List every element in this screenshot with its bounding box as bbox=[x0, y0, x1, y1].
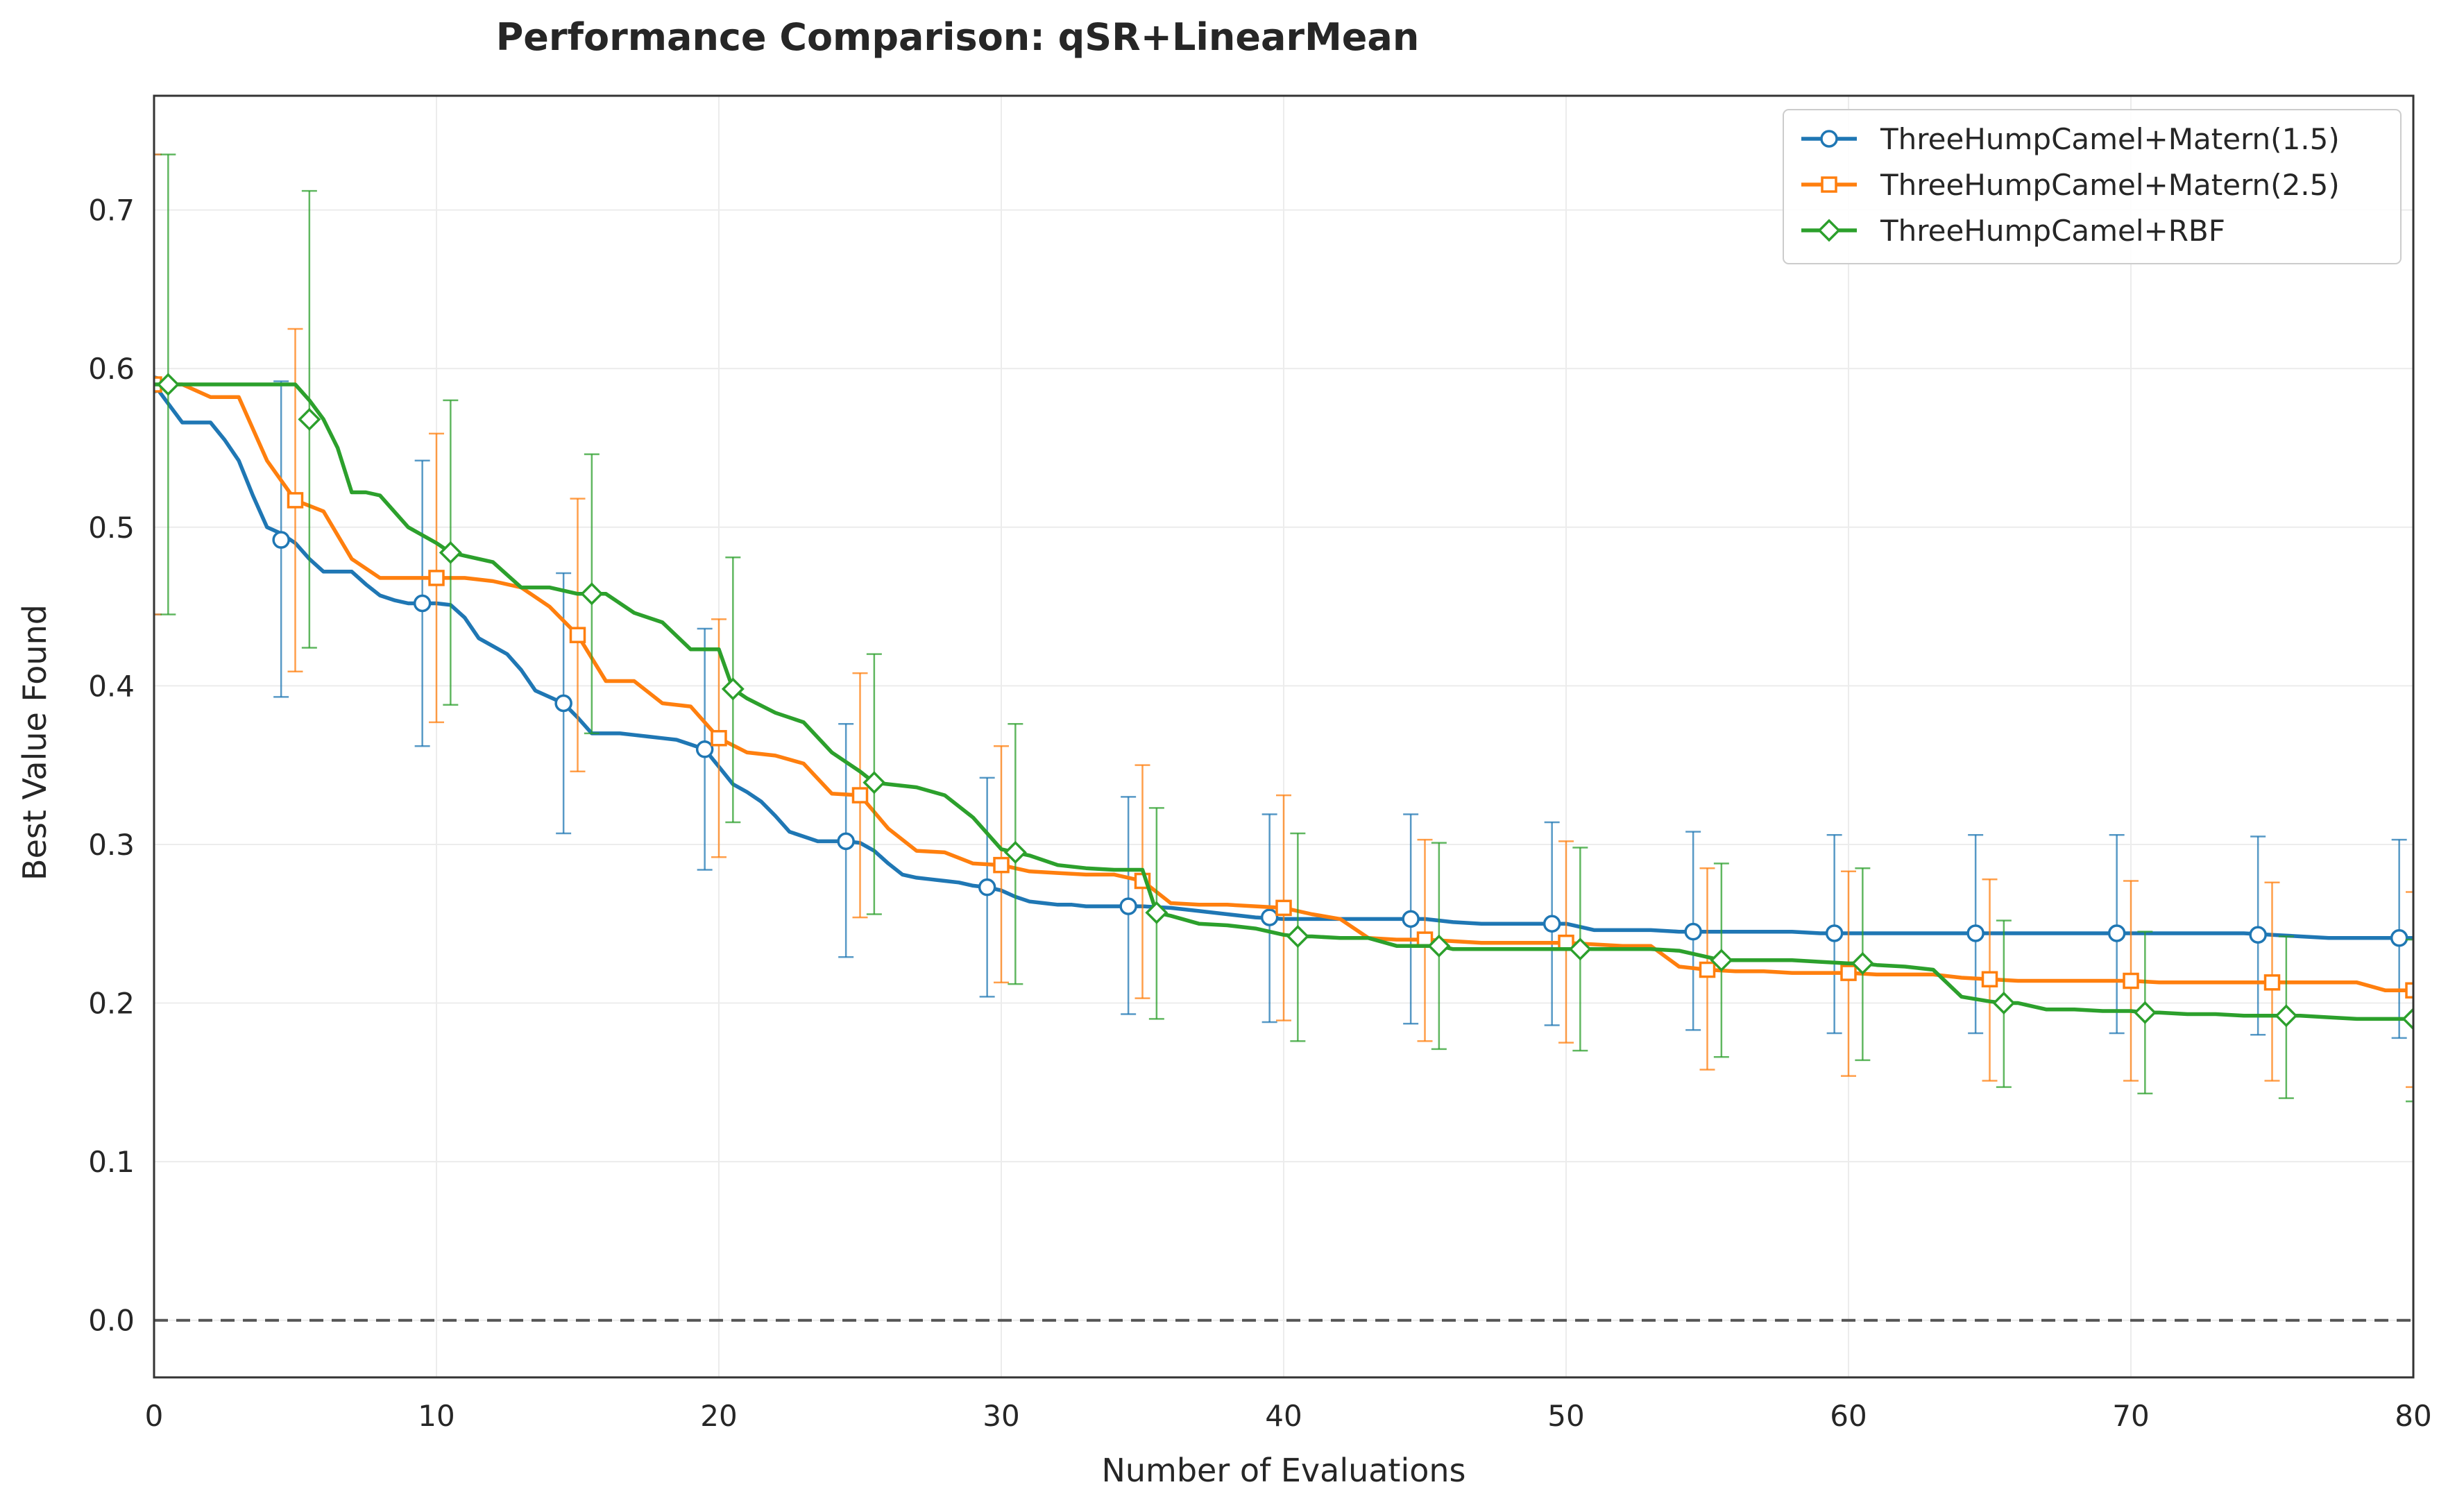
data-point-marker bbox=[2249, 926, 2267, 944]
series-clipped bbox=[154, 153, 2413, 1088]
data-point-marker bbox=[1710, 949, 1733, 972]
data-point-marker bbox=[993, 856, 1010, 874]
data-point-marker bbox=[439, 541, 462, 564]
y-tick-label: 0.7 bbox=[88, 194, 135, 228]
y-tick-label: 0.1 bbox=[88, 1145, 135, 1179]
legend-swatch-marker bbox=[1820, 130, 1838, 148]
data-point-marker bbox=[413, 594, 432, 613]
data-point-marker bbox=[1699, 961, 1716, 978]
data-point-marker bbox=[1684, 922, 1702, 941]
series-diamond bbox=[154, 153, 2413, 1103]
x-tick-label: 70 bbox=[2112, 1399, 2149, 1433]
x-axis-label: Number of Evaluations bbox=[1101, 1452, 1465, 1489]
data-point-marker bbox=[1275, 899, 1292, 917]
data-point-marker bbox=[2390, 929, 2408, 947]
data-point-marker bbox=[721, 677, 745, 701]
data-point-marker bbox=[2405, 982, 2413, 999]
data-point-marker bbox=[978, 878, 996, 897]
data-point-marker bbox=[862, 771, 886, 795]
legend-label: ThreeHumpCamel+Matern(1.5) bbox=[1880, 122, 2340, 156]
y-tick-label: 0.6 bbox=[88, 352, 135, 386]
data-point-marker bbox=[554, 694, 572, 713]
x-tick-label: 80 bbox=[2395, 1399, 2431, 1433]
data-point-marker bbox=[711, 730, 727, 747]
data-point-marker bbox=[851, 787, 869, 804]
x-tick-label: 20 bbox=[700, 1399, 737, 1433]
y-tick-label: 0.0 bbox=[88, 1304, 135, 1338]
x-tick-label: 30 bbox=[983, 1399, 1019, 1433]
data-point-marker bbox=[1427, 934, 1451, 958]
data-point-marker bbox=[1286, 925, 1309, 948]
data-point-marker bbox=[287, 492, 304, 509]
y-axis-label: Best Value Found bbox=[16, 604, 53, 881]
data-point-marker bbox=[1568, 937, 1592, 961]
legend: ThreeHumpCamel+Matern(1.5) ThreeHumpCamel… bbox=[1783, 109, 2402, 264]
legend-box bbox=[1783, 109, 2402, 264]
tick-labels: 0 10 20 30 40 50 60 70 80 0.0 0.1 0.2 0.3 0.4 0.5 0.6 0.… bbox=[88, 194, 2432, 1433]
data-point-marker bbox=[1851, 951, 1874, 975]
data-point-marker bbox=[1543, 915, 1561, 933]
data-point-marker bbox=[2123, 972, 2139, 989]
chart-title: Performance Comparison: qSR+LinearMean bbox=[496, 15, 1420, 59]
data-point-marker bbox=[837, 832, 855, 851]
data-point-marker bbox=[1119, 897, 1137, 915]
data-point-marker bbox=[156, 373, 180, 396]
series-circle bbox=[154, 153, 2413, 1039]
y-tick-label: 0.3 bbox=[88, 828, 135, 862]
x-tick-label: 60 bbox=[1830, 1399, 1867, 1433]
x-tick-label: 50 bbox=[1547, 1399, 1584, 1433]
y-tick-label: 0.4 bbox=[88, 669, 135, 703]
data-point-marker bbox=[298, 407, 321, 431]
data-point-marker bbox=[2275, 1004, 2298, 1028]
data-point-marker bbox=[272, 531, 290, 549]
data-point-marker bbox=[1992, 992, 2016, 1015]
data-point-marker bbox=[1145, 901, 1168, 924]
data-point-marker bbox=[580, 582, 604, 606]
x-tick-label: 0 bbox=[145, 1399, 164, 1433]
series-square bbox=[154, 153, 2413, 1088]
data-point-marker bbox=[695, 740, 714, 758]
legend-label: ThreeHumpCamel+Matern(2.5) bbox=[1880, 168, 2340, 202]
data-point-marker bbox=[1003, 840, 1027, 864]
series-clipped bbox=[154, 153, 2413, 1103]
data-point-marker bbox=[2402, 1007, 2413, 1030]
data-point-marker bbox=[1981, 971, 1998, 987]
legend-swatch-marker bbox=[1821, 176, 1837, 193]
data-point-marker bbox=[2107, 924, 2126, 942]
data-point-marker bbox=[1825, 924, 1844, 942]
data-point-marker bbox=[1402, 910, 1420, 928]
x-tick-label: 10 bbox=[418, 1399, 454, 1433]
data-point-marker bbox=[2263, 974, 2281, 991]
data-point-marker bbox=[2133, 1001, 2157, 1024]
series-group bbox=[154, 153, 2413, 1103]
y-tick-label: 0.5 bbox=[88, 511, 135, 545]
plot-area-frame bbox=[153, 94, 2415, 1379]
data-point-marker bbox=[1260, 908, 1279, 926]
series-clipped bbox=[154, 153, 2413, 1039]
y-tick-label: 0.2 bbox=[88, 987, 135, 1021]
data-point-marker bbox=[428, 570, 445, 586]
data-point-marker bbox=[1966, 924, 1985, 942]
data-point-marker bbox=[569, 627, 586, 643]
x-tick-label: 40 bbox=[1265, 1399, 1302, 1433]
legend-swatch-marker bbox=[1817, 219, 1841, 242]
data-point-marker bbox=[1840, 965, 1857, 981]
legend-label: ThreeHumpCamel+RBF bbox=[1880, 214, 2225, 248]
